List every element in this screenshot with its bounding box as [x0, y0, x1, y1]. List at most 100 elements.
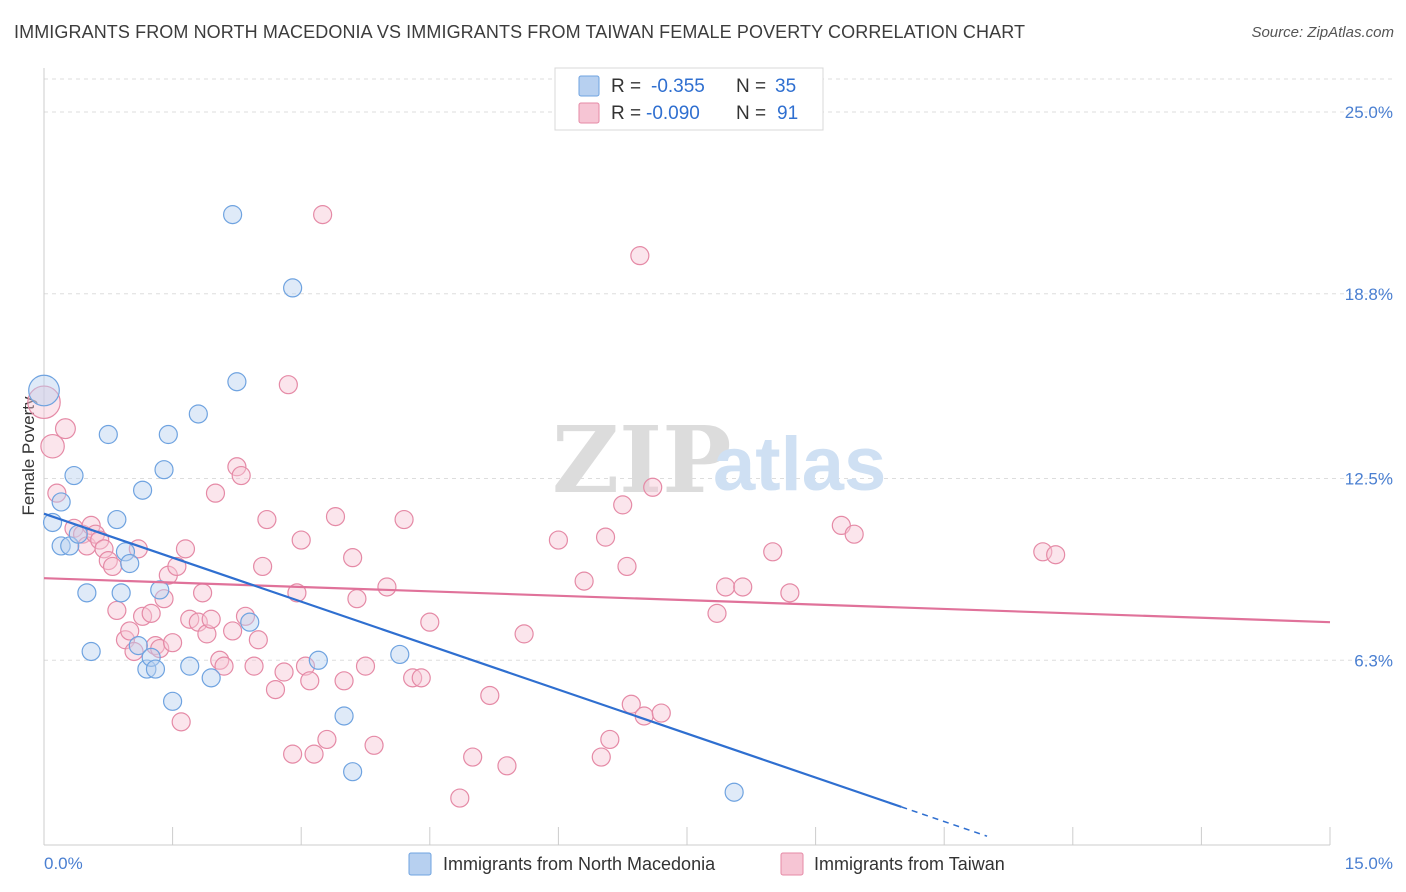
data-point: [163, 691, 183, 711]
data-point: [227, 372, 247, 392]
data-point: [643, 477, 663, 497]
y-tick-label: 12.5%: [1345, 469, 1393, 488]
data-point: [617, 556, 637, 577]
data-point: [364, 735, 384, 755]
data-point: [102, 556, 123, 577]
trend-line-north-macedonia-extension: [901, 806, 988, 837]
data-point: [724, 782, 744, 802]
trend-line-north-macedonia: [43, 512, 902, 808]
data-point: [514, 624, 534, 644]
legend-n-label-2: N =: [736, 103, 766, 124]
data-point: [343, 762, 363, 782]
bottom-legend: Immigrants from North Macedonia Immigran…: [408, 852, 1005, 876]
data-point: [313, 205, 333, 225]
data-point: [145, 659, 166, 679]
data-point: [574, 571, 594, 591]
data-point: [287, 583, 307, 603]
data-point: [81, 641, 101, 662]
legend-n-value-1: 35: [775, 76, 796, 97]
legend-r-label-1: R =: [611, 76, 641, 97]
data-point: [480, 685, 500, 706]
data-point: [278, 375, 298, 395]
data-point: [394, 509, 414, 530]
data-point: [343, 548, 363, 568]
data-point: [54, 418, 76, 440]
data-point: [40, 433, 65, 459]
data-point: [111, 583, 131, 603]
legend-swatch-blue: [578, 75, 600, 97]
data-point: [420, 612, 440, 632]
data-point: [120, 553, 140, 574]
data-point: [107, 509, 127, 530]
data-point: [347, 589, 367, 609]
data-point: [171, 712, 191, 732]
data-point: [47, 483, 67, 503]
bottom-legend-swatch-blue: [408, 852, 432, 876]
data-point: [214, 656, 234, 676]
data-point: [231, 465, 251, 486]
data-point: [141, 647, 161, 667]
data-point: [90, 530, 110, 550]
data-point: [450, 788, 470, 808]
trend-lines: [43, 512, 1331, 837]
data-point: [844, 524, 864, 544]
gridlines: [44, 78, 1393, 661]
data-point: [244, 656, 264, 676]
watermark-atlas: atlas: [713, 422, 886, 507]
x-ticks: [43, 827, 1331, 845]
data-point: [205, 483, 226, 503]
data-point: [163, 633, 183, 653]
y-tick-label: 18.8%: [1345, 285, 1393, 304]
data-point: [300, 671, 320, 691]
y-tick-label: 25.0%: [1345, 103, 1393, 122]
data-point: [193, 583, 213, 603]
data-point: [154, 589, 174, 609]
data-point: [355, 656, 376, 676]
data-point: [94, 539, 114, 559]
data-point: [630, 246, 650, 266]
data-point: [64, 465, 84, 486]
data-point: [201, 668, 221, 688]
data-point: [613, 495, 633, 515]
data-point: [377, 577, 397, 597]
y-axis-label: Female Poverty: [19, 396, 38, 516]
data-point: [253, 556, 273, 577]
data-point: [283, 744, 303, 764]
legend-swatch-pink: [578, 102, 600, 124]
data-point: [150, 580, 170, 600]
data-point: [780, 583, 800, 603]
data-point: [141, 603, 161, 623]
data-point: [291, 530, 311, 550]
bottom-legend-label-pink: Immigrants from Taiwan: [814, 854, 1005, 874]
data-point: [548, 530, 569, 550]
series-north-macedonia-points: [28, 205, 744, 802]
watermark-zip: ZIP: [552, 406, 731, 514]
data-point: [463, 747, 483, 767]
watermark: ZIP atlas: [552, 406, 886, 514]
data-point: [763, 542, 783, 562]
data-point: [248, 630, 268, 650]
series-taiwan-points: [27, 205, 1066, 808]
data-point: [715, 577, 736, 597]
x-tick-label-min: 0.0%: [44, 854, 83, 873]
data-point: [175, 539, 196, 559]
trend-line-taiwan: [43, 577, 1331, 624]
legend-n-value-2: 91: [777, 103, 798, 124]
data-point: [497, 756, 517, 776]
legend-r-label-2: R =: [611, 103, 641, 124]
data-point: [28, 374, 60, 407]
data-point: [325, 507, 346, 527]
data-point: [167, 556, 187, 577]
data-point: [98, 424, 118, 445]
data-point: [120, 621, 140, 641]
data-point: [180, 656, 200, 676]
y-tick-label: 6.3%: [1354, 651, 1393, 670]
data-point: [201, 609, 221, 629]
data-point: [707, 603, 727, 623]
data-point: [128, 636, 148, 656]
data-point: [733, 577, 753, 597]
data-point: [308, 650, 328, 670]
data-point: [304, 744, 324, 764]
data-point: [107, 600, 127, 621]
